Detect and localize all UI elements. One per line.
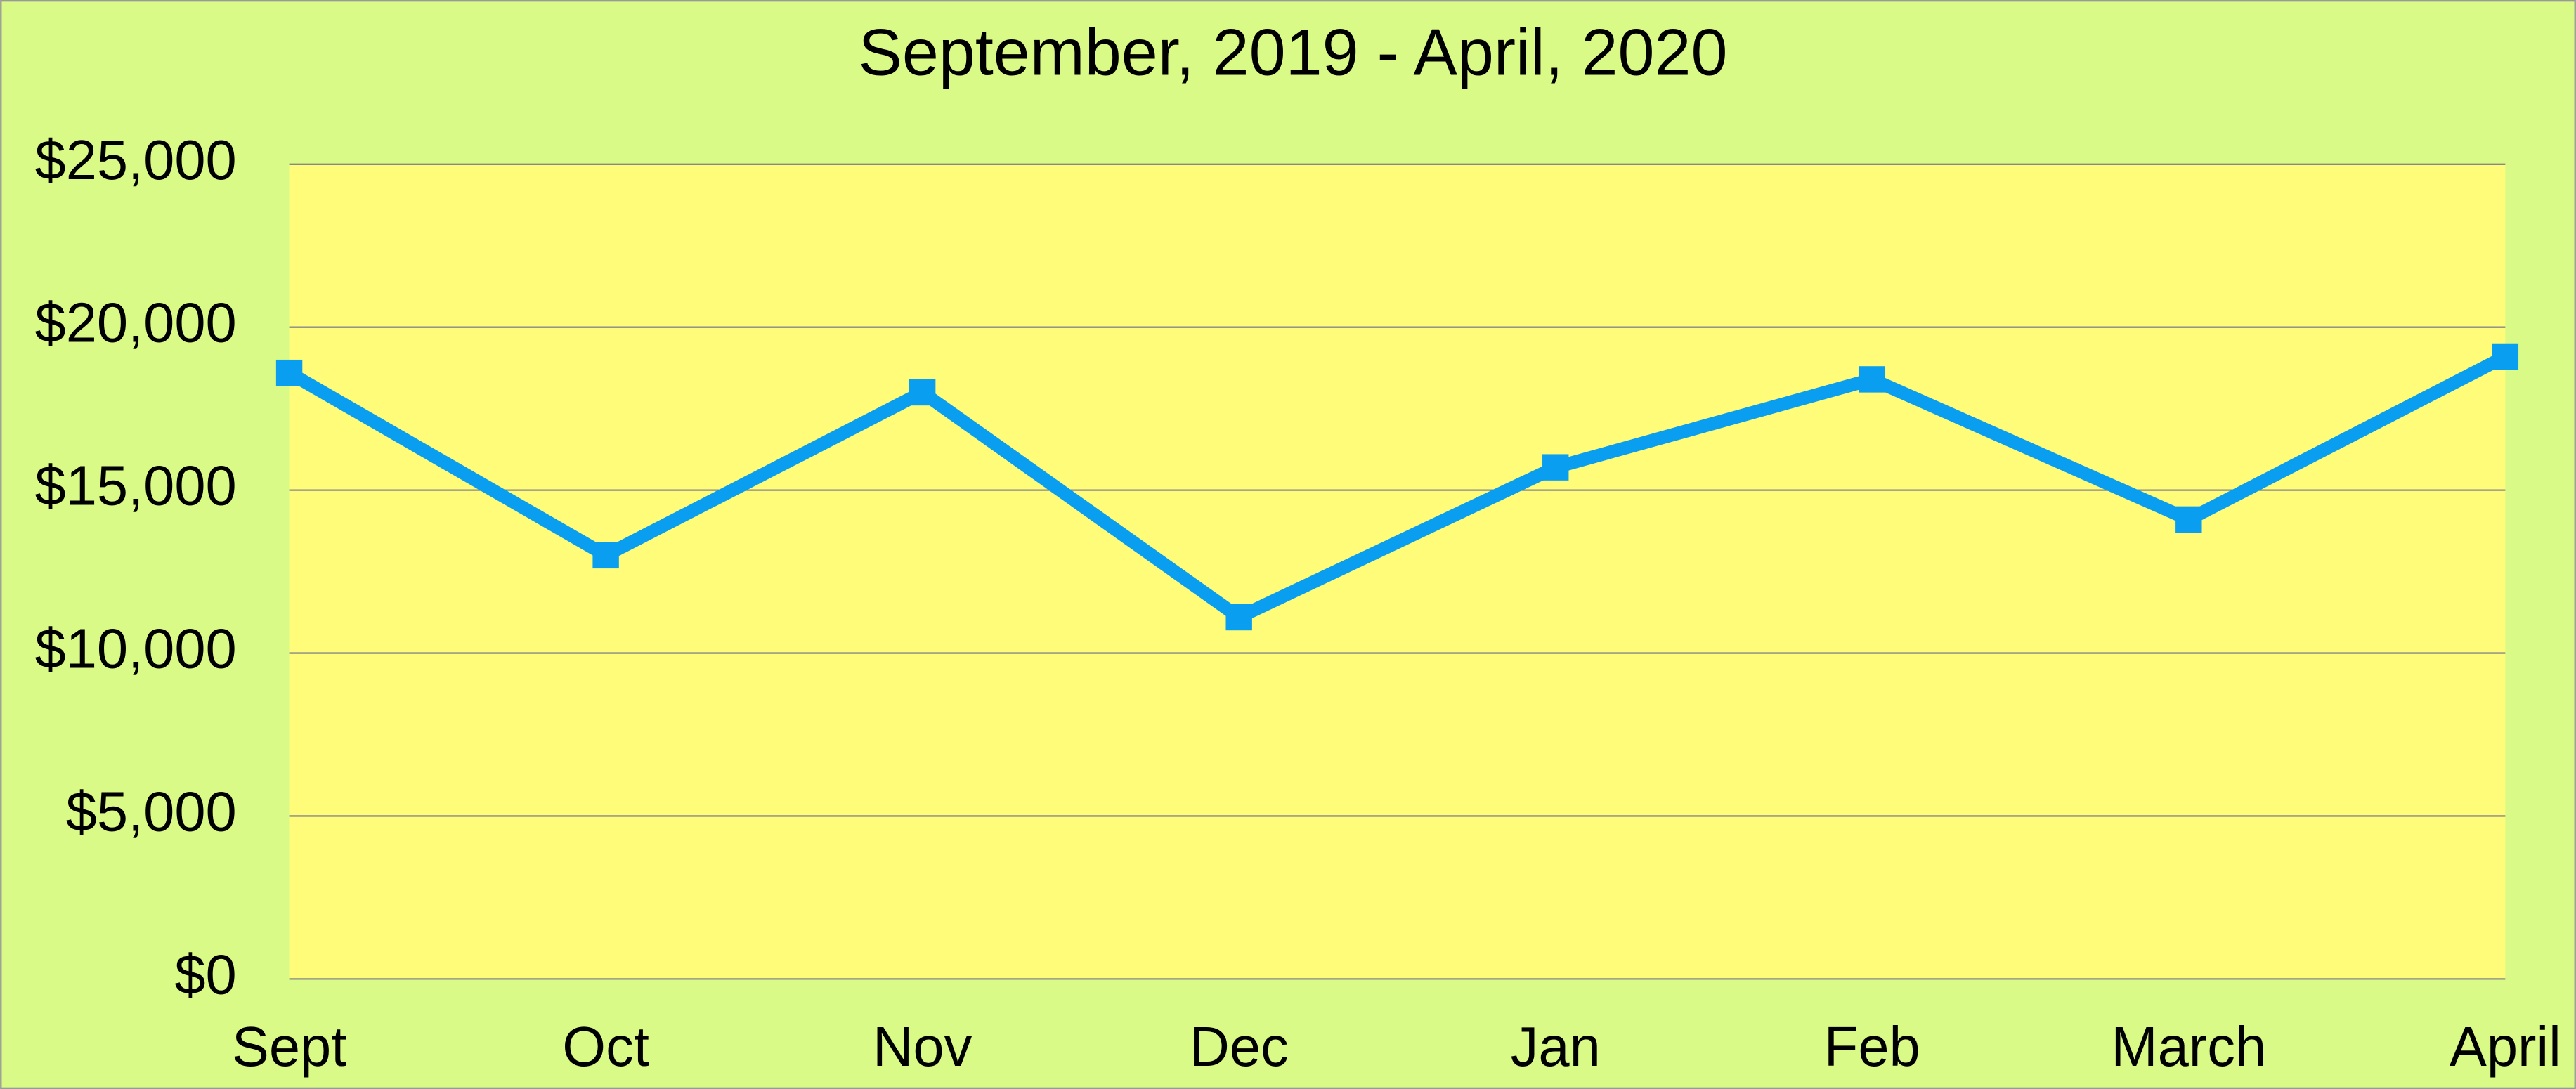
series-line [285,351,2509,624]
x-tick-label: Dec [1190,1015,1289,1078]
y-tick-label: $10,000 [35,618,237,680]
x-tick-label: Oct [562,1015,649,1078]
x-tick-label: Nov [873,1015,972,1078]
point-marker [909,379,936,406]
y-tick-label: $25,000 [35,129,237,191]
point-marker [1542,454,1569,481]
point-marker [1859,366,1885,393]
x-tick-label: Feb [1824,1015,1920,1078]
y-tick-label: $15,000 [35,455,237,517]
y-tick-label: $20,000 [35,292,237,354]
x-tick-label: March [2111,1015,2266,1078]
point-marker [275,359,303,386]
point-marker [2492,343,2519,370]
point-marker [592,542,619,569]
x-tick-label: Jan [1511,1015,1601,1078]
x-tick-label: Sept [232,1015,346,1078]
point-marker [2175,506,2202,533]
y-tick-label: $5,000 [66,780,237,842]
plot-area [289,164,2506,979]
x-tick-label: April [2450,1015,2561,1078]
chart-title: September, 2019 - April, 2020 [858,15,1727,89]
point-marker [1225,604,1252,631]
y-tick-label: $0 [174,943,236,1005]
